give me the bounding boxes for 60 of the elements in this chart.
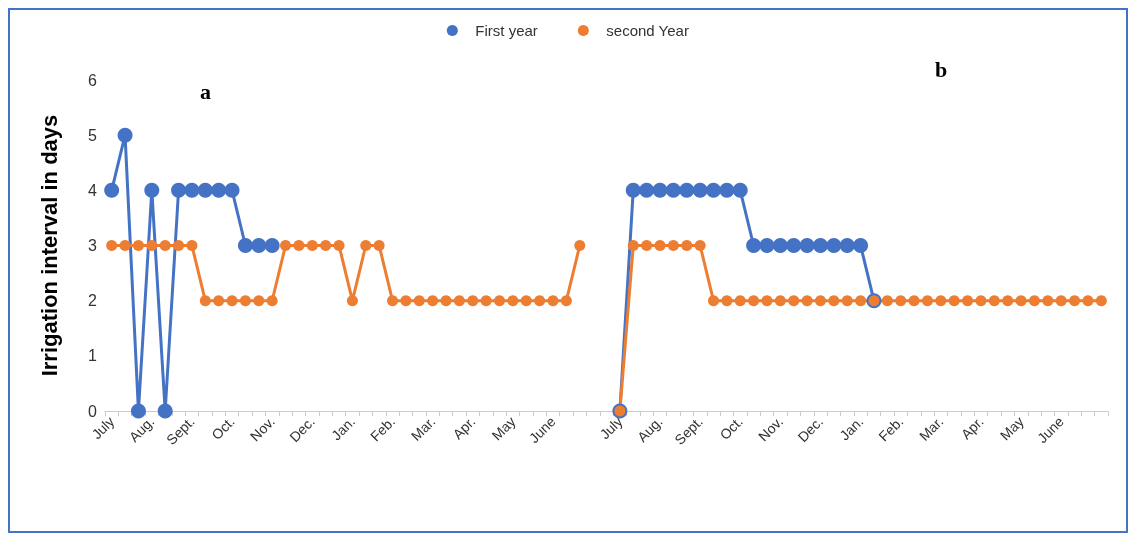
point xyxy=(264,238,280,253)
x-tick-label: Dec. xyxy=(286,413,318,445)
point xyxy=(706,182,721,198)
point xyxy=(625,182,641,198)
legend-label: second Year xyxy=(606,22,689,39)
x-tick-label: Feb. xyxy=(367,413,399,445)
point xyxy=(104,182,120,198)
point xyxy=(130,403,146,419)
point xyxy=(237,238,253,253)
point xyxy=(679,182,695,198)
y-tick-label: 2 xyxy=(88,292,98,310)
legend-label: First year xyxy=(475,22,538,39)
point xyxy=(853,238,869,253)
x-tick-label: Aug. xyxy=(633,413,666,446)
x-tick-label: Apr. xyxy=(957,413,987,443)
point xyxy=(692,182,708,198)
point xyxy=(839,238,855,253)
x-tick-label: July xyxy=(596,413,626,443)
y-tick-label: 6 xyxy=(88,71,98,89)
point xyxy=(759,238,775,253)
point xyxy=(746,238,762,253)
point xyxy=(157,403,173,419)
point xyxy=(772,238,788,253)
point xyxy=(786,238,802,253)
annotation: b xyxy=(935,56,948,82)
y-tick-label: 4 xyxy=(88,181,98,199)
annotation: a xyxy=(200,78,211,104)
point xyxy=(732,182,748,198)
x-tick-label: Mar. xyxy=(407,413,439,444)
y-tick-label: 3 xyxy=(88,237,98,254)
point xyxy=(251,238,267,253)
x-tick-label: Jan. xyxy=(836,413,867,444)
point xyxy=(826,238,842,253)
x-tick-label: Dec. xyxy=(794,413,827,445)
x-tick-label: Oct. xyxy=(208,413,238,443)
x-tick-label: Nov. xyxy=(246,413,278,445)
x-tick-label: Mar. xyxy=(915,413,947,444)
x-tick-label: Feb. xyxy=(875,413,907,445)
x-tick-label: Apr. xyxy=(449,413,479,443)
point xyxy=(117,127,133,143)
point xyxy=(799,238,815,253)
y-tick-label: 0 xyxy=(88,402,98,420)
point xyxy=(665,182,681,198)
y-tick-label: 5 xyxy=(88,126,98,144)
point xyxy=(184,182,200,198)
point xyxy=(639,182,655,198)
x-tick-label: Nov. xyxy=(755,413,787,445)
point xyxy=(144,182,160,198)
y-axis-title: Irrigation interval in days xyxy=(36,114,62,377)
point xyxy=(652,182,668,198)
point xyxy=(171,182,187,198)
point xyxy=(812,238,828,253)
point xyxy=(719,182,735,198)
point xyxy=(197,182,213,198)
x-tick-label: Jan. xyxy=(328,413,359,444)
x-tick-label: Aug. xyxy=(125,413,158,446)
point xyxy=(211,182,227,198)
point xyxy=(224,182,240,198)
y-tick-label: 1 xyxy=(88,347,98,365)
x-tick-label: Oct. xyxy=(716,413,746,443)
